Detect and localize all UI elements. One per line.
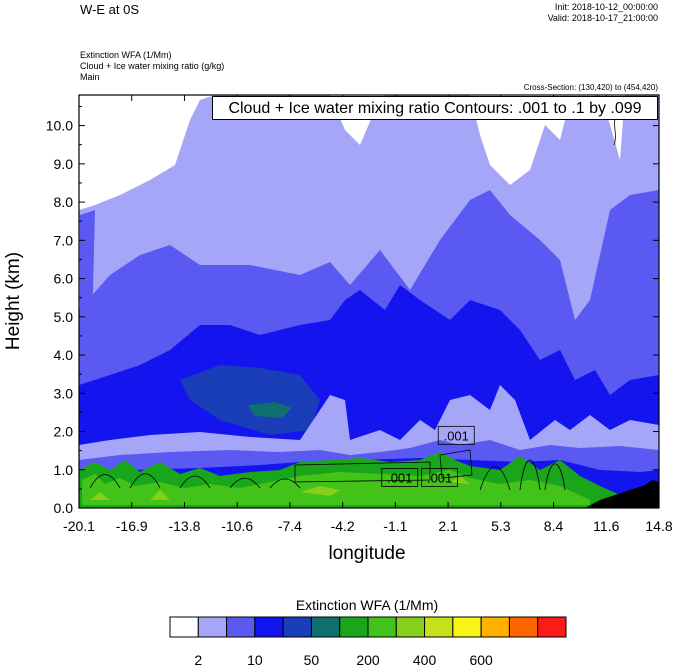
y-tick-label: 4.0 xyxy=(54,347,74,363)
field-level-teal xyxy=(248,402,292,418)
plot-frame xyxy=(78,94,660,509)
contour-label: .001 xyxy=(427,470,452,485)
colorbar-swatch xyxy=(480,616,510,638)
colorbar-tick-label: 200 xyxy=(356,652,380,667)
x-tick-label: -13.8 xyxy=(168,518,200,534)
x-tick-label: 14.8 xyxy=(645,518,672,534)
colorbar-swatch xyxy=(339,616,369,638)
terrain xyxy=(585,480,659,508)
colorbar-swatch xyxy=(254,616,284,638)
colorbar-swatch xyxy=(197,616,228,638)
field-level-navy xyxy=(180,365,320,435)
colorbar-swatch xyxy=(367,616,397,638)
colorbar-swatch xyxy=(395,616,426,638)
extinction-field xyxy=(79,95,659,508)
y-tick-label: 2.0 xyxy=(54,424,74,440)
contour-label-box xyxy=(421,468,459,487)
contour-label: .001 xyxy=(444,428,469,443)
colorbar-tick-label: 2 xyxy=(194,652,202,667)
y-tick-label: 5.0 xyxy=(54,309,74,325)
colorbar-swatch xyxy=(452,616,482,638)
y-axis: 0.0 1.0 2.0 3.0 4.0 5.0 6.0 7.0 8.0 9.0 10.0 xyxy=(46,105,659,516)
x-tick-label: -16.9 xyxy=(116,518,148,534)
x-tick-label: -20.1 xyxy=(63,518,95,534)
colorbar-swatch xyxy=(226,616,256,638)
colorbar-tick-label: 600 xyxy=(469,652,493,667)
x-tick-label: 8.4 xyxy=(544,518,564,534)
contour-lines xyxy=(89,114,617,491)
field-descriptions: Extinction WFA (1/Mm) Cloud + Ice water … xyxy=(80,50,224,83)
colorbar-tick-label: 50 xyxy=(304,652,320,667)
x-axis: -20.1 -16.9 -13.8 -10.6 -7.4 -4.2 -1.1 2.1 5.3 8.… xyxy=(63,95,673,534)
colorbar-swatch xyxy=(424,616,454,638)
colorbar: 2 10 50 200 400 600 xyxy=(169,616,567,667)
contour-labels: .001 .001 .001 xyxy=(381,425,475,487)
colorbar-swatch xyxy=(508,616,539,638)
field-level-medium-strip xyxy=(80,210,95,345)
field-line-1: Extinction WFA (1/Mm) xyxy=(80,50,172,60)
y-tick-label: 6.0 xyxy=(54,271,74,287)
x-tick-label: -7.4 xyxy=(278,518,302,534)
y-tick-label: 1.0 xyxy=(54,462,74,478)
init-valid-times: Init: 2018-10-12_00:00:00 Valid: 2018-10… xyxy=(548,2,658,24)
y-axis-label: Height (km) xyxy=(3,251,24,351)
x-axis-label: longitude xyxy=(328,543,406,564)
valid-time: Valid: 2018-10-17_21:00:00 xyxy=(547,13,658,23)
contour-label-box xyxy=(381,468,419,487)
colorbar-tick-label: 10 xyxy=(247,652,263,667)
y-tick-label: 7.0 xyxy=(54,232,74,248)
colorbar-swatch xyxy=(169,616,199,638)
y-tick-label: 0.0 xyxy=(54,500,74,516)
cross-section-label: Cross-Section: (130,420) to (454,420) xyxy=(523,83,658,92)
field-line-2: Cloud + Ice water mixing ratio (g/kg) xyxy=(80,61,225,71)
colorbar-swatch xyxy=(282,616,312,638)
x-tick-label: 2.1 xyxy=(438,518,458,534)
colorbar-tick-label: 400 xyxy=(413,652,437,667)
init-time: Init: 2018-10-12_00:00:00 xyxy=(554,2,658,12)
field-gap xyxy=(79,95,190,195)
contour-info-box: Cloud + Ice water mixing ratio Contours:… xyxy=(212,96,658,120)
y-tick-label: 8.0 xyxy=(54,194,74,210)
y-tick-label: 9.0 xyxy=(54,156,74,172)
colorbar-swatch xyxy=(537,616,567,638)
colorbar-title: Extinction WFA (1/Mm) xyxy=(295,597,439,613)
x-tick-label: 11.6 xyxy=(593,518,619,534)
x-tick-label: 5.3 xyxy=(491,518,511,534)
y-tick-label: 3.0 xyxy=(54,385,74,401)
contour-label: .001 xyxy=(387,470,412,485)
colorbar-swatch xyxy=(310,616,341,638)
y-tick-label: 10.0 xyxy=(46,118,73,134)
x-tick-label: -1.1 xyxy=(383,518,407,534)
contour-label-box xyxy=(437,425,475,445)
x-tick-label: -4.2 xyxy=(331,518,355,534)
field-line-3: Main xyxy=(80,72,100,82)
x-tick-label: -10.6 xyxy=(221,518,253,534)
chart-title: W-E at 0S xyxy=(80,2,140,17)
